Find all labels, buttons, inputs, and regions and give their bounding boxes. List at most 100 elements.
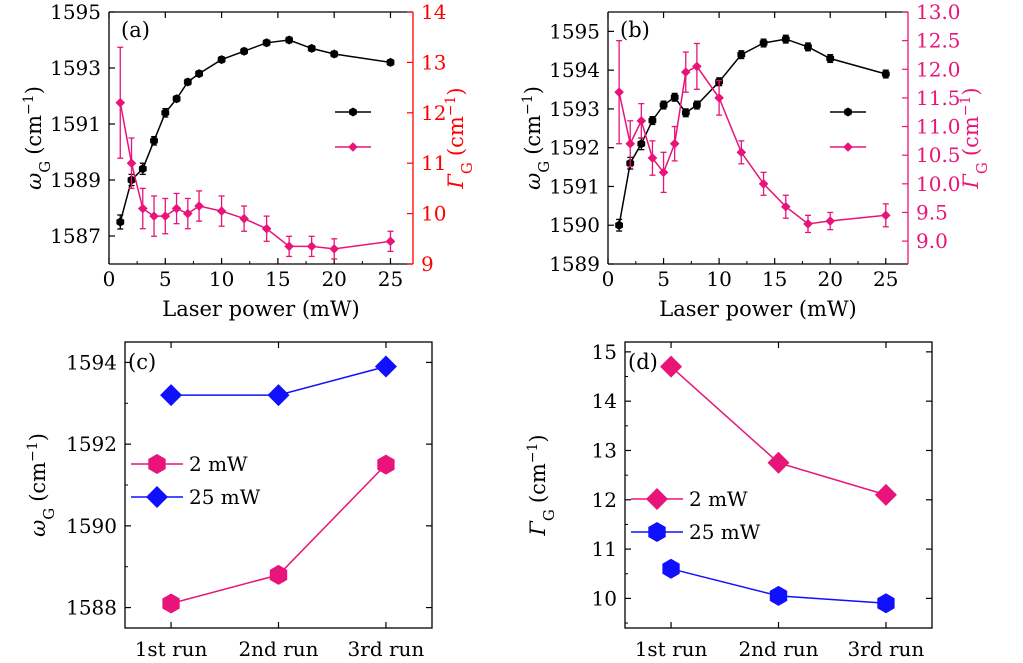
data-point-gamma bbox=[171, 203, 182, 214]
x-tick-label: 5 bbox=[657, 267, 670, 291]
data-point-omega bbox=[693, 100, 701, 110]
y-axis-label-exp: −1 bbox=[25, 441, 41, 462]
data-point-omega bbox=[781, 34, 790, 44]
y-right-label-close: ) bbox=[444, 87, 468, 95]
legend-label: 2 mW bbox=[189, 452, 248, 476]
data-point-gamma bbox=[880, 210, 891, 221]
data-point bbox=[162, 593, 180, 614]
x-tick-label: 20 bbox=[321, 267, 346, 291]
x-tick-label: 3rd run bbox=[848, 637, 925, 661]
data-point-gamma bbox=[692, 61, 702, 72]
y-tick-label: 1594 bbox=[66, 350, 117, 374]
y-right-tick-label: 9 bbox=[421, 252, 434, 276]
data-point-omega bbox=[240, 46, 248, 56]
data-point-gamma bbox=[636, 116, 647, 126]
y-axis-label-unit: (cm bbox=[526, 463, 550, 503]
data-point-omega bbox=[161, 108, 170, 118]
y-right-label-sub: G bbox=[973, 162, 991, 174]
y-right-tick-label: 12 bbox=[421, 101, 446, 125]
y-axis-label-sub: G bbox=[540, 509, 558, 521]
data-point-omega bbox=[386, 57, 395, 67]
data-point-gamma bbox=[625, 138, 636, 149]
y-axis-label: ωG (cm−1) bbox=[25, 433, 58, 537]
y-tick-label: 14 bbox=[592, 389, 617, 413]
y-right-tick-label: 10.0 bbox=[916, 172, 961, 196]
x-tick-label: 1st run bbox=[135, 637, 208, 661]
data-point bbox=[767, 451, 790, 474]
data-point-gamma bbox=[183, 208, 193, 219]
y-tick-label: 1588 bbox=[66, 596, 117, 620]
x-tick-label: 15 bbox=[265, 267, 290, 291]
y-right-label-unit: (cm bbox=[959, 116, 983, 156]
data-point-omega bbox=[759, 38, 768, 48]
y-tick-label: 1592 bbox=[66, 432, 117, 456]
x-tick-label: 5 bbox=[159, 267, 172, 291]
data-point-gamma bbox=[647, 153, 658, 163]
x-tick-label: 0 bbox=[602, 267, 615, 291]
data-point bbox=[769, 585, 788, 606]
y-right-label-unit: (cm bbox=[444, 116, 468, 156]
data-point-gamma bbox=[261, 223, 272, 234]
series-line bbox=[670, 366, 887, 496]
data-point-gamma bbox=[614, 87, 624, 97]
data-point-omega bbox=[172, 94, 181, 104]
y-right-tick-label: 11.0 bbox=[916, 115, 961, 139]
y-right-tick-label: 9.5 bbox=[916, 200, 948, 224]
data-point bbox=[660, 355, 683, 378]
y-right-tick-label: 10 bbox=[421, 202, 446, 226]
y-right-tick-label: 12.5 bbox=[916, 29, 961, 53]
panel-d: 1st run 2nd run 3rd run 10 11 12 13 14 15 ΓG (cm−1… bbox=[525, 340, 933, 661]
legend-label: 25 mW bbox=[689, 520, 761, 544]
x-tick-label: 10 bbox=[209, 267, 234, 291]
y-tick-label: 11 bbox=[592, 537, 617, 561]
series-line-omega bbox=[618, 38, 887, 226]
data-point-omega bbox=[737, 50, 746, 60]
y-right-label: ΓG (cm−1) bbox=[443, 87, 476, 189]
legend-marker bbox=[146, 486, 168, 508]
data-point bbox=[160, 384, 183, 407]
y-tick-label: 13 bbox=[592, 438, 617, 462]
x-tick-label: 20 bbox=[817, 267, 842, 291]
y-right-label-exp: −1 bbox=[958, 96, 974, 117]
y-right-tick-label: 9.0 bbox=[916, 229, 948, 253]
data-point-omega bbox=[804, 42, 812, 52]
x-tick-label: 0 bbox=[103, 267, 116, 291]
legend-label: 25 mW bbox=[189, 485, 261, 509]
x-tick-label: 25 bbox=[873, 267, 898, 291]
legend-label: 2 mW bbox=[689, 487, 748, 511]
y-left-label-unit: (cm bbox=[521, 115, 545, 155]
y-left-tick-label: 1595 bbox=[50, 0, 101, 24]
data-point-gamma bbox=[115, 97, 126, 108]
y-left-tick-label: 1589 bbox=[549, 252, 600, 276]
y-right-tick-label: 13.0 bbox=[916, 0, 961, 24]
data-point-gamma bbox=[385, 236, 396, 247]
y-right-label-sub: G bbox=[458, 162, 476, 174]
y-left-tick-label: 1591 bbox=[50, 112, 101, 136]
data-point-omega bbox=[659, 100, 668, 110]
data-point-omega bbox=[285, 35, 293, 45]
data-point-gamma bbox=[758, 179, 769, 189]
y-axis-label-symbol: ω bbox=[26, 520, 50, 537]
data-point bbox=[269, 564, 288, 585]
y-right-tick-label: 12.0 bbox=[916, 57, 961, 81]
y-left-tick-label: 1589 bbox=[50, 168, 101, 192]
y-axis-label-close: ) bbox=[526, 434, 550, 442]
y-axis-label: ΓG (cm−1) bbox=[525, 434, 558, 536]
data-point-gamma bbox=[714, 93, 724, 103]
data-point-gamma bbox=[137, 203, 148, 214]
data-point-gamma bbox=[160, 211, 171, 221]
data-point-omega bbox=[195, 69, 203, 79]
x-axis-label: Laser power (mW) bbox=[162, 297, 359, 321]
panel-label: (b) bbox=[620, 18, 650, 42]
y-right-tick-label: 11.5 bbox=[916, 86, 961, 110]
data-point-gamma bbox=[780, 201, 791, 212]
y-right-label-close: ) bbox=[959, 87, 983, 95]
x-axis-label: Laser power (mW) bbox=[659, 297, 856, 321]
data-point-omega bbox=[150, 136, 158, 146]
data-point-omega bbox=[262, 38, 271, 48]
y-left-label-close: ) bbox=[22, 86, 46, 94]
data-point-gamma bbox=[194, 201, 204, 211]
data-point-gamma bbox=[329, 244, 339, 254]
y-axis-label-close: ) bbox=[26, 433, 50, 441]
